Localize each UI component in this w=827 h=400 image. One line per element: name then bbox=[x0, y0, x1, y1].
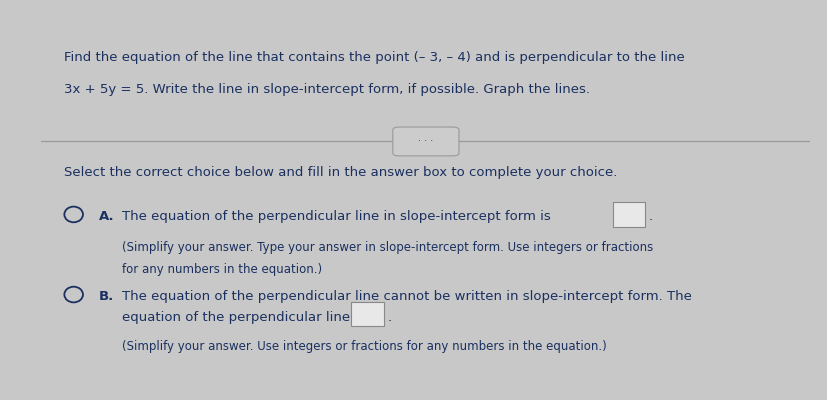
Text: 3x + 5y = 5. Write the line in slope-intercept form, if possible. Graph the line: 3x + 5y = 5. Write the line in slope-int… bbox=[65, 83, 590, 96]
Text: A.: A. bbox=[99, 210, 115, 223]
Text: The equation of the perpendicular line cannot be written in slope-intercept form: The equation of the perpendicular line c… bbox=[122, 290, 692, 303]
Text: for any numbers in the equation.): for any numbers in the equation.) bbox=[122, 262, 323, 276]
FancyBboxPatch shape bbox=[351, 302, 384, 326]
Text: (Simplify your answer. Type your answer in slope-intercept form. Use integers or: (Simplify your answer. Type your answer … bbox=[122, 241, 653, 254]
Text: .: . bbox=[387, 311, 391, 324]
Text: Find the equation of the line that contains the point (– 3, – 4) and is perpendi: Find the equation of the line that conta… bbox=[65, 51, 686, 64]
Text: Select the correct choice below and fill in the answer box to complete your choi: Select the correct choice below and fill… bbox=[65, 166, 618, 179]
Text: (Simplify your answer. Use integers or fractions for any numbers in the equation: (Simplify your answer. Use integers or f… bbox=[122, 340, 607, 353]
Text: equation of the perpendicular line is: equation of the perpendicular line is bbox=[122, 311, 365, 324]
Text: .: . bbox=[649, 210, 653, 223]
Text: · · ·: · · · bbox=[418, 136, 433, 146]
Text: B.: B. bbox=[99, 290, 114, 303]
Text: The equation of the perpendicular line in slope-intercept form is: The equation of the perpendicular line i… bbox=[122, 210, 551, 223]
FancyBboxPatch shape bbox=[393, 127, 459, 156]
FancyBboxPatch shape bbox=[613, 202, 645, 226]
